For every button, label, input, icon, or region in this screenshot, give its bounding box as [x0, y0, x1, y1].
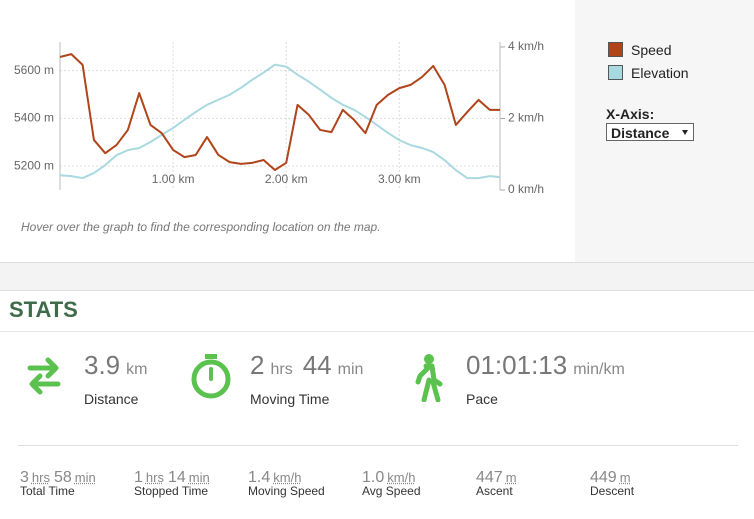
- series-line: [59, 63, 501, 180]
- stat-label: Moving Speed: [248, 484, 325, 498]
- stats-title: STATS: [9, 297, 78, 322]
- stat-unit: km: [126, 361, 148, 378]
- stat-unit: hrs: [270, 361, 293, 378]
- series-line: [59, 53, 500, 171]
- x-tick-label: 3.00 km: [378, 172, 421, 186]
- stat-value: 44: [302, 350, 332, 380]
- stat-value: 01:01:13: [466, 350, 568, 380]
- legend-label: Speed: [631, 42, 672, 58]
- stat-unit: min: [337, 361, 364, 378]
- stat-unit: m: [619, 470, 631, 485]
- stat-value: 1: [134, 469, 143, 486]
- stat-value: 449: [590, 469, 617, 486]
- y-tick-label: 5400 m: [14, 111, 54, 125]
- stat-value: 3: [20, 469, 29, 486]
- secondary-stat: 447 m Ascent: [476, 469, 521, 498]
- secondary-stat: 449 m Descent: [590, 469, 635, 498]
- stat-value: 1.0: [362, 469, 385, 486]
- divider: [18, 445, 738, 446]
- stat-value: 2: [250, 350, 265, 380]
- stat-unit: min/km: [573, 361, 625, 378]
- secondary-stat: 3 hrs 58 min Total Time: [20, 469, 100, 498]
- stat-value-row: 1 hrs 14 min: [134, 469, 214, 487]
- chart: 5200 m 5400 m 5600 m 0 km/h 2 km/h 4 km/h 1.00…: [14, 39, 544, 196]
- stat-label: Pace: [466, 391, 498, 407]
- stat-unit: km/h: [273, 470, 302, 485]
- legend-label: Elevation: [631, 65, 689, 81]
- stat-value-row: 1.4 km/h: [248, 469, 325, 487]
- x-tick-label: 1.00 km: [152, 172, 195, 186]
- stat-label: Total Time: [20, 484, 75, 498]
- stat-value: 447: [476, 469, 503, 486]
- xaxis-select[interactable]: Distance: [606, 123, 694, 141]
- stat: 3.9 km Distance: [84, 350, 157, 407]
- stat-label: Descent: [590, 484, 635, 498]
- stat-value-row: 447 m: [476, 469, 521, 487]
- stat-unit: min: [188, 470, 210, 485]
- xaxis-label: X-Axis:: [606, 106, 655, 122]
- secondary-stat: 1.0 km/h Avg Speed: [362, 469, 421, 498]
- stat-label: Ascent: [476, 484, 513, 498]
- stat-label: Distance: [84, 391, 139, 407]
- stat-value: 58: [53, 469, 72, 486]
- select-arrow: [682, 130, 688, 135]
- legend-swatch: [608, 42, 623, 57]
- stat: 2 hrs 44 min Moving Time: [250, 350, 373, 407]
- pace-icon: [415, 354, 443, 402]
- hint: Hover over the graph to find the corresp…: [21, 220, 381, 234]
- stat-unit: hrs: [145, 470, 164, 485]
- legend-item[interactable]: Speed: [608, 42, 671, 58]
- stat-value-row: 3 hrs 58 min: [20, 469, 100, 487]
- stat: 01:01:13 min/km Pace: [466, 350, 635, 407]
- y-tick-label: 5600 m: [14, 63, 54, 77]
- secondary-stat: 1 hrs 14 min Stopped Time: [134, 469, 214, 498]
- stat-label: Stopped Time: [134, 484, 209, 498]
- stat-unit: m: [505, 470, 517, 485]
- stat-value-row: 1.0 km/h: [362, 469, 421, 487]
- y-tick-label: 5200 m: [14, 158, 54, 172]
- stat-value: 14: [167, 469, 186, 486]
- secondary-stat: 1.4 km/h Moving Speed: [248, 469, 325, 498]
- stat-value-row: 449 m: [590, 469, 635, 487]
- stat-label: Avg Speed: [362, 484, 421, 498]
- stat-label: Moving Time: [250, 391, 330, 407]
- divider: [0, 331, 754, 332]
- separator-band: [0, 262, 754, 291]
- x-tick-label: 2.00 km: [265, 172, 308, 186]
- stat-unit: min: [74, 470, 96, 485]
- legend-item[interactable]: Elevation: [608, 65, 689, 81]
- stat-value: 1.4: [248, 469, 271, 486]
- stat-unit: km/h: [387, 470, 416, 485]
- distance-icon: [27, 357, 61, 395]
- legend-swatch: [608, 65, 623, 80]
- legend-panel: Speed Elevation X-Axis: Distance: [575, 0, 754, 262]
- y2-tick-label: 2 km/h: [508, 111, 544, 125]
- stat-value: 3.9: [84, 350, 121, 380]
- y2-tick-label: 0 km/h: [508, 182, 544, 196]
- select-value: Distance: [611, 125, 670, 141]
- stat-unit: hrs: [31, 470, 50, 485]
- timer-icon: [191, 354, 231, 399]
- y2-tick-label: 4 km/h: [508, 39, 544, 53]
